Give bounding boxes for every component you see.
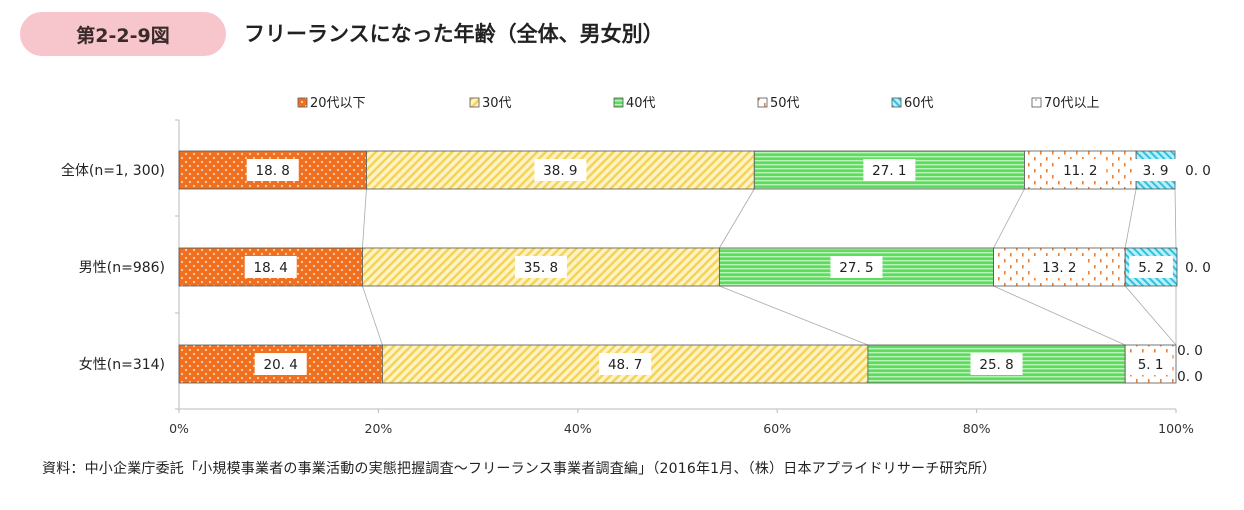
data-label-box (246, 159, 299, 181)
x-tick-label: 60% (763, 421, 791, 436)
legend-swatch (757, 97, 768, 108)
data-label: 18. 8 (256, 163, 290, 179)
x-tick-label: 20% (365, 421, 393, 436)
legend-swatch (469, 97, 480, 108)
data-label-box (1129, 256, 1173, 278)
stacked-bar-chart: 0% 20% 40% 60% 80% 100% 全体(n=1, 300) 男性(n=986)… (61, 96, 1211, 436)
legend-label: 60代 (904, 96, 934, 111)
data-label: 0. 0 (1185, 260, 1211, 276)
connector-line (993, 188, 1025, 249)
figure-number-badge: 第2-2-9図 (20, 12, 226, 56)
x-tick-label: 0% (169, 421, 189, 436)
connector-line (362, 188, 367, 249)
connector-line (1124, 285, 1177, 346)
data-label: 25. 8 (979, 357, 1013, 373)
data-label: 27. 5 (839, 260, 873, 276)
data-label: 11. 2 (1063, 163, 1097, 179)
data-label: 5. 2 (1138, 260, 1164, 276)
data-label: 5. 1 (1138, 357, 1164, 373)
category-label: 女性(n=314) (79, 356, 165, 373)
data-label-box (599, 353, 652, 375)
data-label: 20. 4 (264, 357, 298, 373)
data-label: 18. 4 (254, 260, 288, 276)
source-note: 資料：中小企業庁委託「小規模事業者の事業活動の実態把握調査～フリーランス事業者調… (42, 461, 997, 477)
legend-label: 50代 (770, 96, 800, 111)
data-label-box (1133, 159, 1178, 181)
x-tick-label: 100% (1158, 421, 1194, 436)
legend-swatch (297, 97, 308, 108)
connector-line (1124, 188, 1137, 249)
figure-number: 第2-2-9図 (76, 24, 170, 47)
connector-line (719, 188, 755, 249)
data-label-box (1054, 159, 1107, 181)
chart-title: フリーランスになった年齢（全体、男女別） (244, 22, 664, 46)
data-label-box (970, 353, 1023, 375)
connector-line (362, 285, 383, 346)
bar-segment (178, 150, 367, 190)
data-label-box (244, 256, 297, 278)
data-label: 38. 9 (543, 163, 577, 179)
legend-swatch (1031, 97, 1042, 108)
data-label: 27. 1 (872, 163, 906, 179)
data-label-box (1128, 353, 1173, 375)
category-label: 全体(n=1, 300) (61, 162, 165, 179)
data-label: 35. 8 (524, 260, 558, 276)
data-label-box (514, 256, 567, 278)
data-label-box (830, 256, 883, 278)
connector-line (719, 285, 869, 346)
data-label-box (1033, 256, 1086, 278)
category-label: 男性(n=986) (79, 260, 165, 276)
legend-label: 20代以下 (310, 96, 366, 111)
data-label-box (863, 159, 916, 181)
bar-segment (867, 344, 1126, 384)
data-label-box (534, 159, 587, 181)
data-label: 13. 2 (1042, 260, 1076, 276)
data-label-box (254, 353, 307, 375)
x-tick-label: 80% (963, 421, 991, 436)
legend-swatch (891, 97, 902, 108)
data-label: 0. 0 (1177, 369, 1203, 385)
data-label: 0. 0 (1177, 343, 1203, 359)
x-tick-label: 40% (564, 421, 592, 436)
data-label: 0. 0 (1185, 163, 1211, 179)
data-label: 3. 9 (1143, 163, 1169, 179)
connector-line (993, 285, 1126, 346)
legend-label: 30代 (482, 96, 512, 111)
connector-line (1174, 188, 1177, 249)
legend-label: 70代以上 (1044, 96, 1100, 111)
legend-label: 40代 (626, 96, 656, 111)
data-label: 48. 7 (608, 357, 642, 373)
legend-swatch (613, 97, 624, 108)
